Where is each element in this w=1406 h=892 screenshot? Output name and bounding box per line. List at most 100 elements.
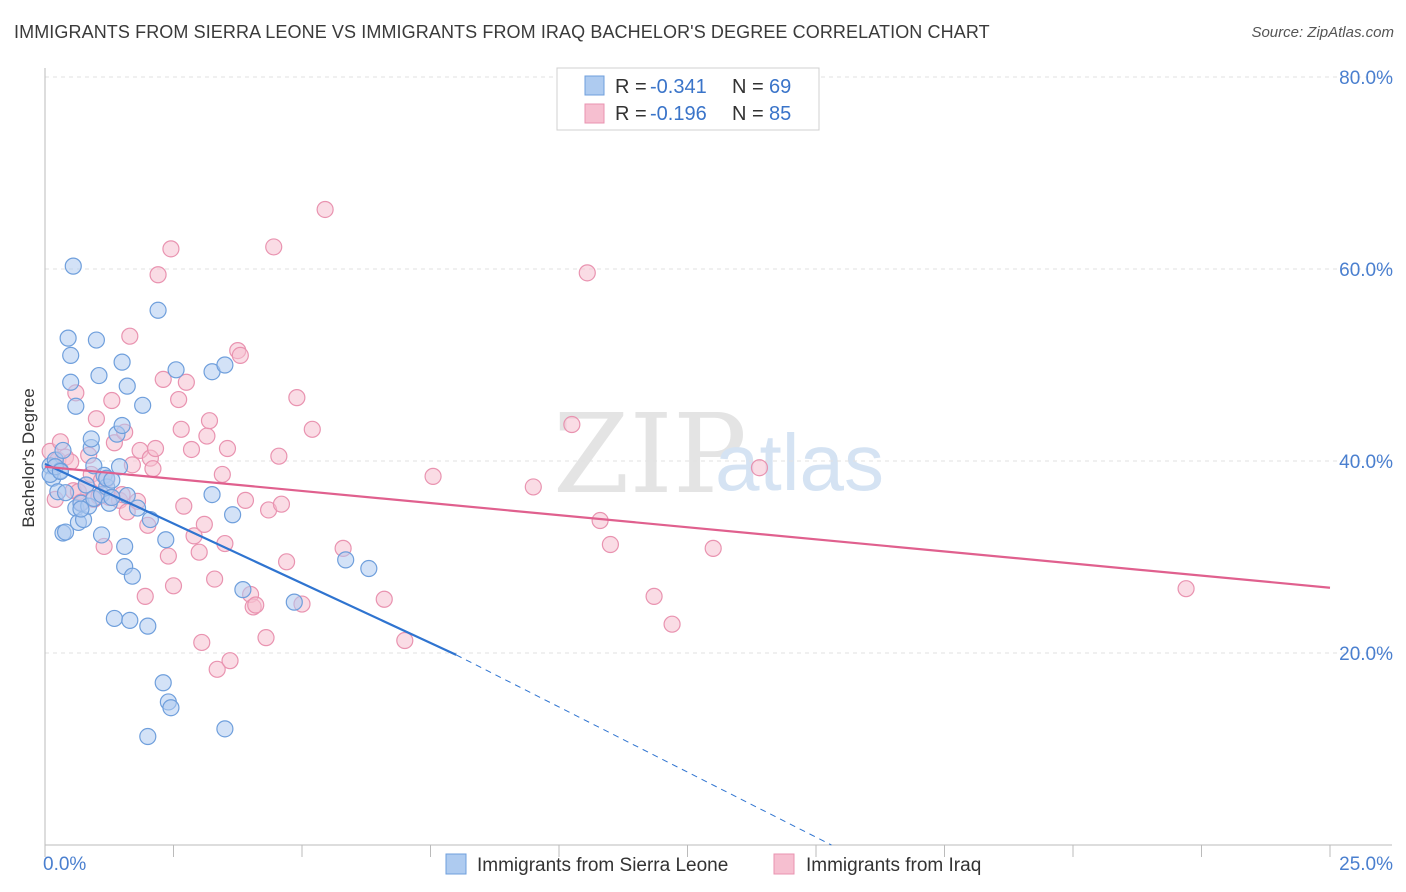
sierra-leone-point (59, 329, 77, 347)
sierra-leone-point (82, 430, 100, 448)
iraq-point (198, 427, 216, 445)
sierra-leone-point (113, 416, 131, 435)
y-tick-label: 40.0% (1339, 452, 1393, 473)
iraq-point (149, 266, 167, 284)
iraq-point (206, 570, 224, 588)
iraq-point (177, 373, 195, 391)
iraq-point (265, 238, 283, 256)
watermark-zip: ZIP (553, 390, 747, 518)
sierra-leone-point (56, 484, 75, 502)
sierra-leone-point (62, 346, 80, 364)
iraq-point (601, 535, 620, 554)
legend-r-value-2: -0.196 (650, 103, 707, 125)
iraq-point (704, 539, 722, 557)
source-credit: Source: ZipAtlas.com (1251, 24, 1394, 41)
sierra-leone-point (116, 537, 134, 556)
iraq-point (193, 633, 211, 652)
iraq-point (247, 596, 265, 614)
iraq-point (136, 587, 154, 605)
iraq-point (208, 660, 226, 678)
sierra-leone-point (105, 609, 123, 628)
iraq-point (236, 491, 255, 509)
iraq-point (288, 389, 306, 407)
y-tick-labels: 20.0% 40.0% 60.0% 80.0% (1339, 68, 1393, 665)
iraq-point (162, 240, 180, 258)
y-axis-label: Bachelor's Degree (19, 388, 38, 527)
bottom-legend-label-iraq: Immigrants from Iraq (806, 855, 981, 876)
sierra-leone-trendline-extension (455, 654, 832, 846)
legend-r-label-1: R = (615, 76, 647, 98)
iraq-point (190, 543, 208, 561)
sierra-leone-point (72, 500, 90, 518)
sierra-leone-point (224, 506, 242, 524)
legend-n-value-2: 85 (769, 103, 791, 125)
watermark-atlas: atlas (715, 418, 884, 507)
sierra-leone-point (216, 720, 234, 738)
iraq-point (164, 577, 183, 595)
iraq-point (103, 391, 121, 410)
sierra-leone-point (139, 617, 157, 635)
iraq-point (375, 590, 393, 608)
sierra-leone-point (337, 551, 355, 569)
sierra-leone-point (234, 581, 252, 599)
legend-swatch-sierra-leone (584, 75, 605, 96)
iraq-point (221, 652, 239, 670)
x-tick-labels: 0.0% 25.0% (43, 854, 1393, 875)
sierra-leone-point (67, 397, 85, 415)
bottom-legend-swatch-sierra-leone (445, 853, 467, 875)
iraq-point (645, 587, 663, 605)
sierra-leone-point (64, 257, 82, 275)
iraq-point (316, 200, 334, 219)
legend-n-label-1: N = (732, 76, 764, 98)
iraq-point (231, 346, 249, 364)
iraq-point (750, 459, 769, 477)
series-legend: Immigrants from Sierra Leone Immigrants … (445, 853, 981, 876)
sierra-leone-point (167, 361, 185, 379)
sierra-leone-point (162, 699, 180, 717)
sierra-leone-point (90, 366, 108, 385)
iraq-point (195, 515, 213, 533)
iraq-point (154, 370, 172, 388)
iraq-point (272, 495, 291, 513)
sierra-leone-point (134, 396, 152, 414)
sierra-leone-point (285, 593, 303, 611)
trend-lines (44, 462, 1331, 846)
sierra-leone-point (360, 559, 378, 578)
iraq-point (563, 415, 581, 434)
iraq-point (257, 629, 275, 647)
sierra-leone-point (154, 674, 172, 692)
iraq-point (146, 439, 165, 458)
sierra-leone-trendline (44, 462, 457, 656)
x-tick-label-min: 0.0% (43, 854, 86, 875)
legend-r-label-2: R = (615, 103, 647, 125)
iraq-point (524, 478, 542, 496)
sierra-leone-point (121, 611, 139, 629)
sierra-leone-point (157, 531, 175, 549)
legend-n-label-2: N = (732, 103, 764, 125)
iraq-point (270, 447, 288, 465)
iraq-point (200, 412, 219, 430)
gridlines (45, 76, 1392, 654)
iraq-point (87, 410, 106, 428)
iraq-point (663, 615, 681, 633)
sierra-leone-point (123, 567, 141, 585)
iraq-point (303, 420, 321, 438)
iraq-point (396, 631, 414, 650)
bottom-legend-label-sierra-leone: Immigrants from Sierra Leone (477, 855, 728, 876)
iraq-point (218, 439, 237, 458)
y-tick-label: 80.0% (1339, 68, 1393, 89)
iraq-point (1177, 580, 1195, 598)
y-tick-label: 20.0% (1339, 644, 1393, 665)
iraq-point (121, 327, 139, 345)
iraq-point (159, 547, 177, 565)
legend-r-value-1: -0.341 (650, 76, 707, 98)
iraq-point (277, 553, 296, 571)
iraq-point (578, 264, 596, 282)
iraq-point (213, 465, 231, 484)
iraq-point (170, 390, 188, 409)
iraq-point (172, 420, 190, 438)
sierra-leone-point (56, 523, 75, 541)
bottom-legend-swatch-iraq (773, 853, 795, 875)
chart-title: IMMIGRANTS FROM SIERRA LEONE VS IMMIGRAN… (14, 22, 990, 42)
iraq-point (175, 497, 193, 515)
